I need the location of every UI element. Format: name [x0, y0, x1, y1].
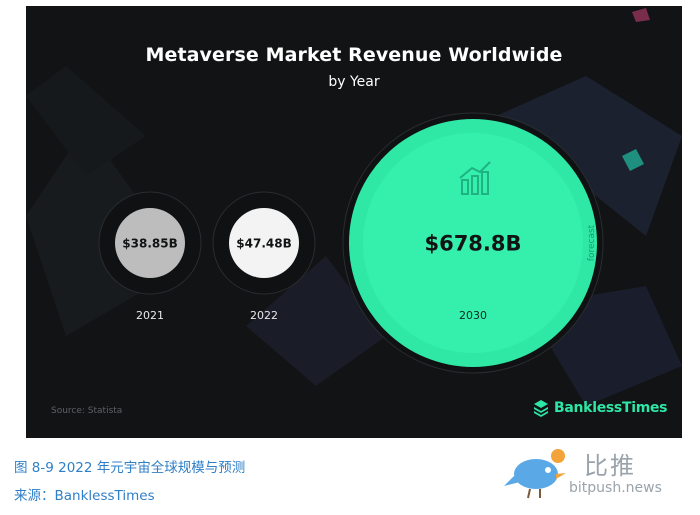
bubble-inner — [363, 133, 583, 353]
bubble-plot: $38.85B 2021 $47.48B 2022 $678.8B 2030 forecas… — [98, 112, 604, 374]
brand-name: BanklessTimes — [554, 400, 668, 416]
bubble-2022: $47.48B 2022 — [212, 191, 316, 322]
growth-chart-icon — [459, 161, 491, 195]
watermark-en: bitpush.news — [569, 480, 662, 496]
value-label: $678.8B — [424, 232, 521, 256]
category-label: 2022 — [250, 309, 278, 322]
bankless-logo-icon — [534, 400, 548, 417]
figure-caption: 图 8-9 2022 年元宇宙全球规模与预测 — [14, 460, 246, 476]
bubble-2021: $38.85B 2021 — [98, 191, 202, 322]
watermark-cn: 比推 — [584, 452, 636, 480]
brand: BanklessTimes — [532, 398, 668, 418]
source-caption: 来源：BanklessTimes — [14, 488, 155, 504]
forecast-label: forecast — [587, 224, 597, 261]
chart-title: Metaverse Market Revenue Worldwide — [145, 44, 563, 66]
infographic: Metaverse Market Revenue Worldwide by Ye… — [26, 6, 682, 438]
bird-icon — [504, 449, 566, 499]
bubble-fill — [115, 208, 185, 278]
value-label: $47.48B — [236, 236, 291, 250]
source-label: Source: Statista — [51, 406, 123, 416]
category-label: 2021 — [136, 309, 164, 322]
bubble-fill — [229, 208, 299, 278]
chart-subtitle: by Year — [328, 74, 380, 90]
category-label: 2030 — [459, 309, 487, 322]
value-label: $38.85B — [122, 236, 177, 250]
bubble-2030: $678.8B 2030 — [342, 112, 604, 374]
